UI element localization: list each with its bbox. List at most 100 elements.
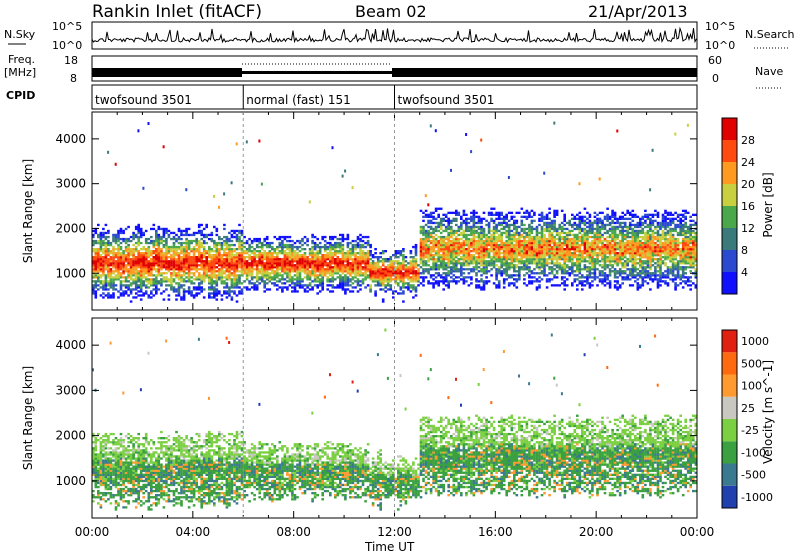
power-cell	[318, 284, 322, 287]
power-cell	[197, 254, 201, 257]
power-cell	[127, 276, 130, 279]
power-cell	[192, 272, 196, 275]
power-cell	[291, 286, 294, 289]
power-cell	[122, 284, 125, 287]
power-cell	[394, 282, 398, 285]
power-cell	[548, 237, 551, 241]
power-cell	[167, 284, 171, 287]
power-cell	[366, 239, 370, 243]
power-cell	[535, 254, 539, 257]
power-cell	[603, 264, 607, 267]
power-cell	[568, 219, 571, 223]
power-cell	[528, 270, 531, 273]
power-sparse-cell	[553, 121, 556, 125]
power-cell	[455, 241, 458, 245]
power-cell	[492, 213, 496, 217]
power-cell	[253, 260, 256, 263]
power-cell	[626, 241, 629, 245]
power-cell	[563, 254, 566, 257]
power-cell	[505, 215, 508, 219]
power-cell	[122, 229, 125, 233]
power-cell	[104, 284, 108, 287]
power-cell	[210, 258, 214, 261]
power-cell	[603, 276, 607, 279]
power-cell	[208, 294, 211, 297]
power-cell	[573, 239, 577, 243]
power-cell	[298, 260, 302, 263]
power-cell	[417, 270, 420, 273]
power-cell	[185, 237, 188, 241]
power-cell	[142, 274, 145, 277]
power-cell	[107, 270, 110, 273]
power-cell	[291, 245, 294, 249]
power-cell	[195, 286, 198, 289]
power-cell	[444, 243, 448, 247]
power-cell	[92, 233, 95, 237]
power-cell	[586, 233, 589, 237]
power-cell	[439, 243, 443, 247]
power-cell	[444, 225, 448, 229]
power-cell	[432, 254, 435, 257]
power-cell	[606, 252, 609, 255]
power-cell	[553, 274, 556, 277]
power-cell	[102, 264, 105, 267]
power-cell	[323, 272, 327, 275]
power-cell	[553, 250, 556, 253]
power-cell	[450, 229, 453, 233]
power-cell	[487, 260, 491, 263]
power-cell	[626, 231, 629, 235]
noise-panel: N.Sky N.Search 10^5 10^0 10^5 10^0	[4, 20, 795, 52]
power-cell	[318, 245, 322, 249]
power-cell	[147, 262, 151, 265]
power-cell	[318, 274, 322, 277]
power-cell	[538, 223, 541, 227]
power-cell	[152, 280, 156, 283]
power-cell	[177, 235, 181, 239]
power-cell	[394, 274, 398, 277]
power-cell	[109, 286, 113, 289]
power-cell	[591, 260, 594, 263]
power-cell	[119, 256, 123, 259]
power-cell	[603, 227, 607, 231]
power-cell	[223, 252, 226, 255]
power-cell	[394, 254, 398, 257]
power-cell	[202, 239, 206, 243]
power-cell	[296, 270, 299, 273]
power-cell	[341, 288, 345, 291]
power-cell	[124, 237, 128, 241]
power-cell	[588, 258, 592, 261]
power-cell	[177, 270, 181, 273]
power-cell	[210, 286, 214, 289]
power-cell	[331, 286, 335, 289]
power-cell	[513, 237, 516, 241]
power-cell	[374, 262, 377, 265]
power-cell	[190, 239, 193, 243]
power-cell	[555, 245, 559, 249]
power-cell	[94, 239, 98, 243]
power-cell	[550, 278, 554, 281]
power-cell	[593, 262, 597, 265]
power-cell	[351, 254, 355, 257]
power-cell	[490, 207, 493, 210]
power-cell	[215, 294, 219, 297]
power-sparse-cell	[235, 142, 238, 146]
power-cell	[139, 231, 143, 235]
power-cell	[392, 254, 395, 257]
power-cell	[515, 260, 519, 263]
power-cell	[263, 282, 266, 285]
power-cell	[361, 254, 365, 257]
power-cell	[495, 241, 498, 245]
power-cell	[553, 252, 556, 255]
power-cell	[238, 248, 241, 251]
power-cell	[563, 213, 566, 217]
power-cell	[170, 256, 173, 259]
power-cell	[303, 288, 307, 291]
power-cell	[611, 239, 614, 243]
power-cell	[109, 256, 113, 259]
power-cell	[427, 268, 430, 271]
power-cell	[313, 264, 317, 267]
power-cell	[346, 262, 350, 265]
power-cell	[366, 268, 370, 271]
power-cell	[523, 231, 526, 235]
power-cell	[462, 280, 466, 283]
